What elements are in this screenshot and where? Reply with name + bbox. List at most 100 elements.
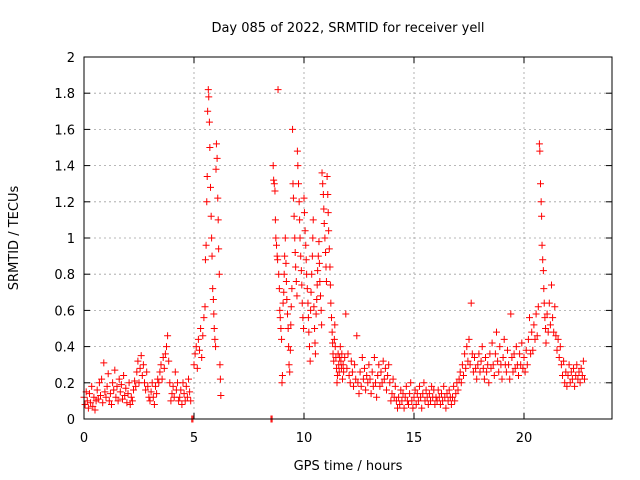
data-point: [383, 386, 390, 394]
data-point: [311, 350, 319, 358]
data-point: [271, 216, 279, 224]
data-point: [579, 357, 587, 365]
data-point: [325, 227, 333, 235]
data-point: [302, 256, 310, 264]
data-point: [103, 382, 111, 390]
data-point: [478, 343, 486, 351]
data-point: [504, 346, 511, 354]
data-point: [311, 325, 319, 332]
data-point: [183, 393, 191, 401]
data-point: [517, 361, 525, 369]
data-point: [333, 372, 341, 380]
data-point: [530, 321, 538, 329]
data-point: [363, 372, 371, 380]
data-point: [377, 368, 385, 376]
data-point: [133, 368, 141, 376]
data-point: [489, 361, 497, 369]
data-point: [566, 379, 574, 387]
data-point: [500, 335, 508, 343]
data-point: [283, 296, 291, 304]
data-point: [572, 372, 580, 380]
data-point: [156, 368, 164, 376]
data-point: [577, 364, 585, 372]
data-point: [318, 321, 326, 329]
data-point: [274, 86, 282, 94]
data-point: [276, 314, 284, 322]
y-tick-label: 0.4: [54, 341, 75, 356]
data-point: [201, 256, 209, 264]
data-point: [216, 361, 224, 369]
data-point: [291, 248, 299, 256]
data-point: [158, 375, 166, 383]
data-point: [348, 368, 356, 376]
data-point: [411, 386, 419, 394]
data-point: [159, 353, 167, 361]
data-point: [206, 144, 214, 151]
data-point: [532, 310, 540, 318]
data-point: [193, 364, 201, 372]
data-point: [519, 364, 527, 372]
axis-ticks: [83, 56, 612, 420]
data-point: [117, 381, 125, 389]
data-point: [317, 306, 325, 314]
data-point: [520, 353, 528, 361]
x-tick-label: 0: [80, 431, 88, 446]
data-point: [144, 382, 152, 390]
data-point: [457, 379, 465, 387]
data-point: [203, 198, 211, 206]
data-point: [362, 386, 370, 394]
data-point: [436, 401, 444, 409]
data-point: [312, 310, 320, 318]
data-point: [157, 361, 165, 369]
y-tick-label: 1: [67, 232, 75, 247]
data-point: [573, 361, 581, 369]
data-point: [94, 395, 102, 403]
data-point: [215, 245, 223, 253]
data-point: [275, 285, 283, 293]
data-point: [280, 288, 288, 296]
data-point: [344, 350, 352, 358]
y-tick-label: 1.2: [54, 196, 75, 211]
data-point: [212, 343, 220, 351]
data-point: [169, 382, 177, 390]
data-point: [165, 357, 173, 365]
data-point: [315, 259, 323, 267]
data-point: [90, 393, 98, 401]
data-point: [150, 401, 158, 409]
data-point: [317, 292, 324, 300]
data-point: [86, 390, 93, 398]
data-point: [367, 390, 375, 398]
data-point: [182, 382, 190, 390]
data-point: [554, 335, 562, 343]
data-point: [202, 241, 210, 249]
data-point: [543, 310, 551, 318]
data-point: [574, 375, 582, 383]
data-point: [115, 375, 123, 383]
data-point: [447, 401, 455, 409]
data-point: [461, 350, 469, 358]
data-point: [298, 281, 306, 289]
data-point: [548, 281, 555, 289]
data-point: [409, 404, 417, 412]
data-point: [324, 209, 332, 217]
data-point: [465, 335, 473, 343]
data-point: [122, 384, 130, 392]
data-point: [507, 310, 515, 318]
data-point: [212, 165, 220, 173]
data-point: [198, 353, 206, 361]
data-point: [493, 328, 500, 336]
data-point: [338, 350, 346, 358]
data-point: [130, 386, 137, 394]
x-tick-label: 5: [190, 431, 198, 446]
data-point: [491, 350, 499, 358]
data-point: [444, 397, 452, 405]
data-point: [509, 368, 517, 376]
data-point: [199, 332, 207, 340]
data-point: [549, 314, 557, 322]
data-point: [212, 140, 220, 148]
data-point: [119, 395, 126, 403]
data-point: [143, 368, 151, 376]
data-point: [204, 86, 212, 94]
data-point: [278, 379, 286, 387]
data-point: [204, 107, 212, 115]
